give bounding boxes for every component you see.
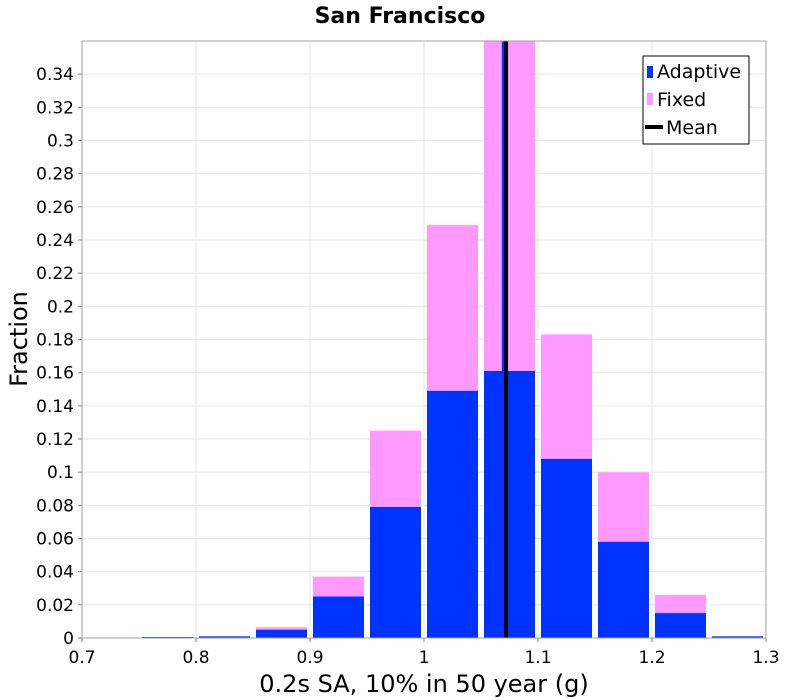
adaptive-bar	[370, 506, 421, 638]
y-tick-label: 0.32	[36, 98, 74, 118]
mean-lines	[501, 41, 509, 638]
legend-box	[642, 55, 750, 145]
y-tick-label: 0.02	[36, 596, 74, 616]
y-tick-label: 0.1	[47, 463, 74, 483]
y-tick-label: 0.24	[36, 231, 74, 251]
y-tick-label: 0.18	[36, 331, 74, 351]
adaptive-bar	[712, 636, 763, 638]
x-tick-label: 1.2	[638, 648, 665, 668]
legend-label-fixed: Fixed	[657, 89, 706, 111]
y-axis-label: Fraction	[5, 291, 33, 387]
x-axis-ticks: 0.7 0.8 0.9 1 1.1 1.2 1.3	[68, 638, 780, 668]
adaptive-bar	[655, 613, 706, 638]
y-tick-label: 0.06	[36, 530, 74, 550]
y-tick-label: 0.28	[36, 165, 74, 185]
adaptive-bar	[598, 541, 649, 638]
legend-swatch-fixed	[647, 93, 653, 105]
x-tick-label: 1.3	[752, 648, 779, 668]
legend-swatch-adaptive	[647, 66, 653, 78]
y-tick-label: 0.12	[36, 430, 74, 450]
adaptive-bar	[484, 371, 535, 638]
adaptive-bar	[199, 636, 250, 638]
y-tick-label: 0.3	[47, 132, 74, 152]
y-tick-label: 0.34	[36, 65, 74, 85]
y-tick-label: 0.22	[36, 264, 74, 284]
adaptive-bar	[256, 629, 307, 638]
legend-label-mean: Mean	[666, 117, 718, 139]
adaptive-bar	[313, 596, 364, 638]
y-tick-label: 0.14	[36, 397, 74, 417]
y-tick-label: 0.26	[36, 198, 74, 218]
y-tick-label: 0.2	[47, 297, 74, 317]
y-axis-ticks: 0 0.02 0.04 0.06 0.08 0.1 0.12 0.14 0.16 0.18 0.2 0…	[36, 65, 82, 649]
x-tick-label: 1.1	[524, 648, 551, 668]
legend: Adaptive Fixed Mean	[642, 55, 750, 145]
y-tick-label: 0.08	[36, 496, 74, 516]
chart-title: San Francisco	[315, 4, 486, 29]
y-tick-label: 0	[63, 629, 74, 649]
adaptive-bar	[427, 390, 478, 638]
y-tick-label: 0.04	[36, 563, 74, 583]
adaptive-bars	[142, 371, 763, 638]
x-axis-label: 0.2s SA, 10% in 50 year (g)	[259, 670, 588, 698]
legend-label-adaptive: Adaptive	[657, 61, 741, 83]
x-tick-label: 0.7	[68, 648, 95, 668]
adaptive-bar	[541, 458, 592, 638]
x-tick-label: 0.8	[182, 648, 209, 668]
y-tick-label: 0.16	[36, 364, 74, 384]
x-tick-label: 1	[419, 648, 430, 668]
x-tick-label: 0.9	[296, 648, 323, 668]
